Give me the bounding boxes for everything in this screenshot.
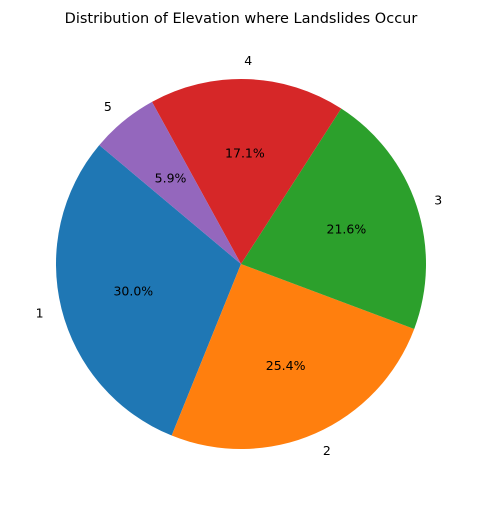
slice-percent-label: 25.4% — [266, 358, 306, 373]
pie-slice-1 — [55, 145, 241, 436]
slice-category-label: 3 — [434, 193, 442, 208]
pie-slices — [55, 79, 427, 450]
pie-slice-5 — [99, 101, 241, 264]
slice-category-label: 5 — [104, 99, 112, 114]
slice-percent-label: 21.6% — [327, 222, 367, 237]
slice-category-label: 4 — [244, 53, 252, 68]
pie-slice-2 — [171, 264, 415, 450]
slice-category-label: 2 — [323, 443, 331, 458]
chart-title: Distribution of Elevation where Landslid… — [65, 11, 418, 27]
slice-percent-label: 17.1% — [225, 146, 265, 161]
slice-category-label: 1 — [36, 306, 44, 321]
pie-slice-4 — [151, 79, 342, 265]
slice-percent-label: 5.9% — [155, 171, 187, 186]
pie-slice-3 — [241, 108, 427, 329]
pie-labels: 1 30.0% 2 25.4% 3 21.6% 4 17.1% 5 5.9% — [36, 53, 443, 458]
slice-percent-label: 30.0% — [113, 283, 153, 298]
